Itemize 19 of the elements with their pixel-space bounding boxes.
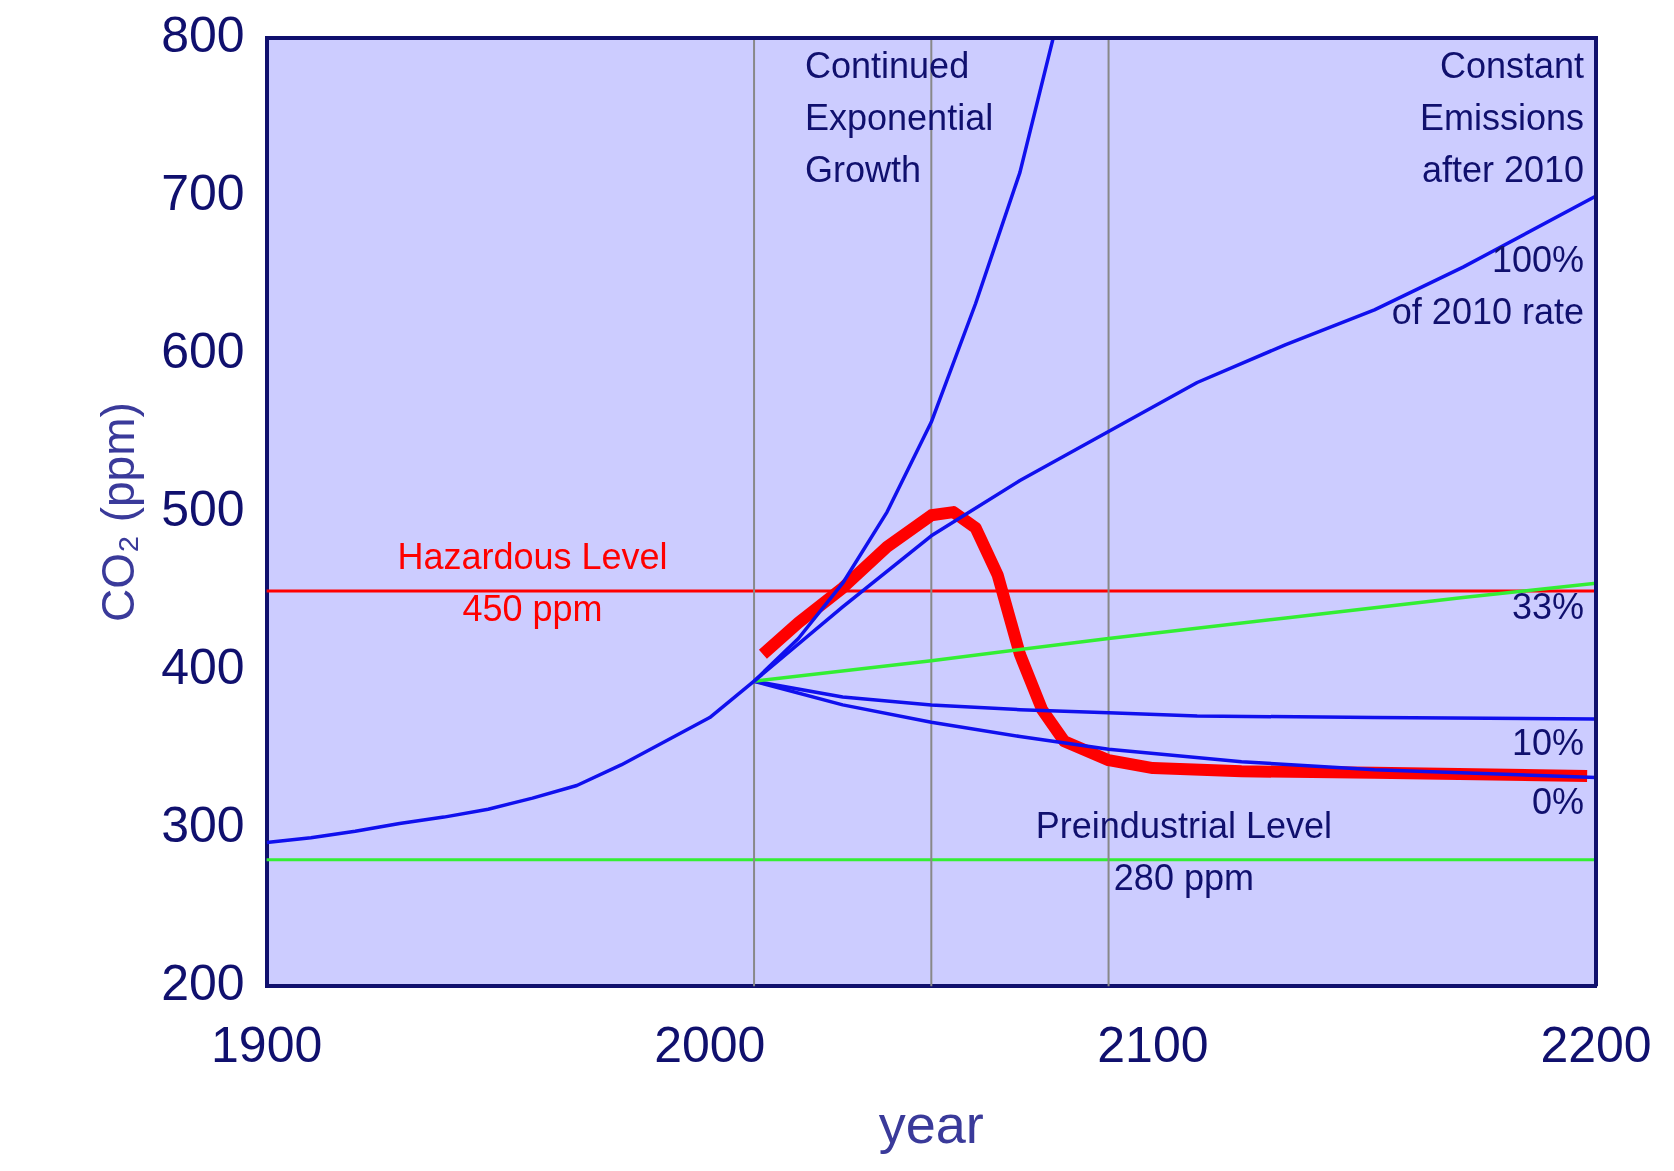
x-tick-label: 2100 (1097, 1016, 1209, 1073)
y-tick-label: 800 (161, 6, 245, 63)
y-tick-label: 300 (161, 796, 245, 853)
y-tick-label: 200 (161, 954, 245, 1011)
series-label: 100% of 2010 rate (1391, 238, 1584, 332)
ref-line-label: Hazardous Level 450 ppm (397, 536, 668, 630)
x-tick-label: 2200 (1540, 1016, 1652, 1073)
x-axis-title: year (878, 1094, 984, 1155)
y-tick-label: 500 (161, 480, 245, 537)
x-tick-label: 2000 (654, 1016, 766, 1073)
series-label: 0% (1531, 780, 1584, 822)
x-tick-label: 1900 (211, 1016, 323, 1073)
y-tick-label: 700 (161, 164, 245, 221)
series-label: 33% (1511, 586, 1584, 628)
y-axis-title: CO₂ (ppm) (92, 402, 145, 622)
y-tick-label: 600 (161, 322, 245, 379)
y-tick-label: 400 (161, 638, 245, 695)
annotation: Constant Emissions after 2010 (1419, 44, 1584, 190)
series-label: 10% (1511, 722, 1584, 764)
